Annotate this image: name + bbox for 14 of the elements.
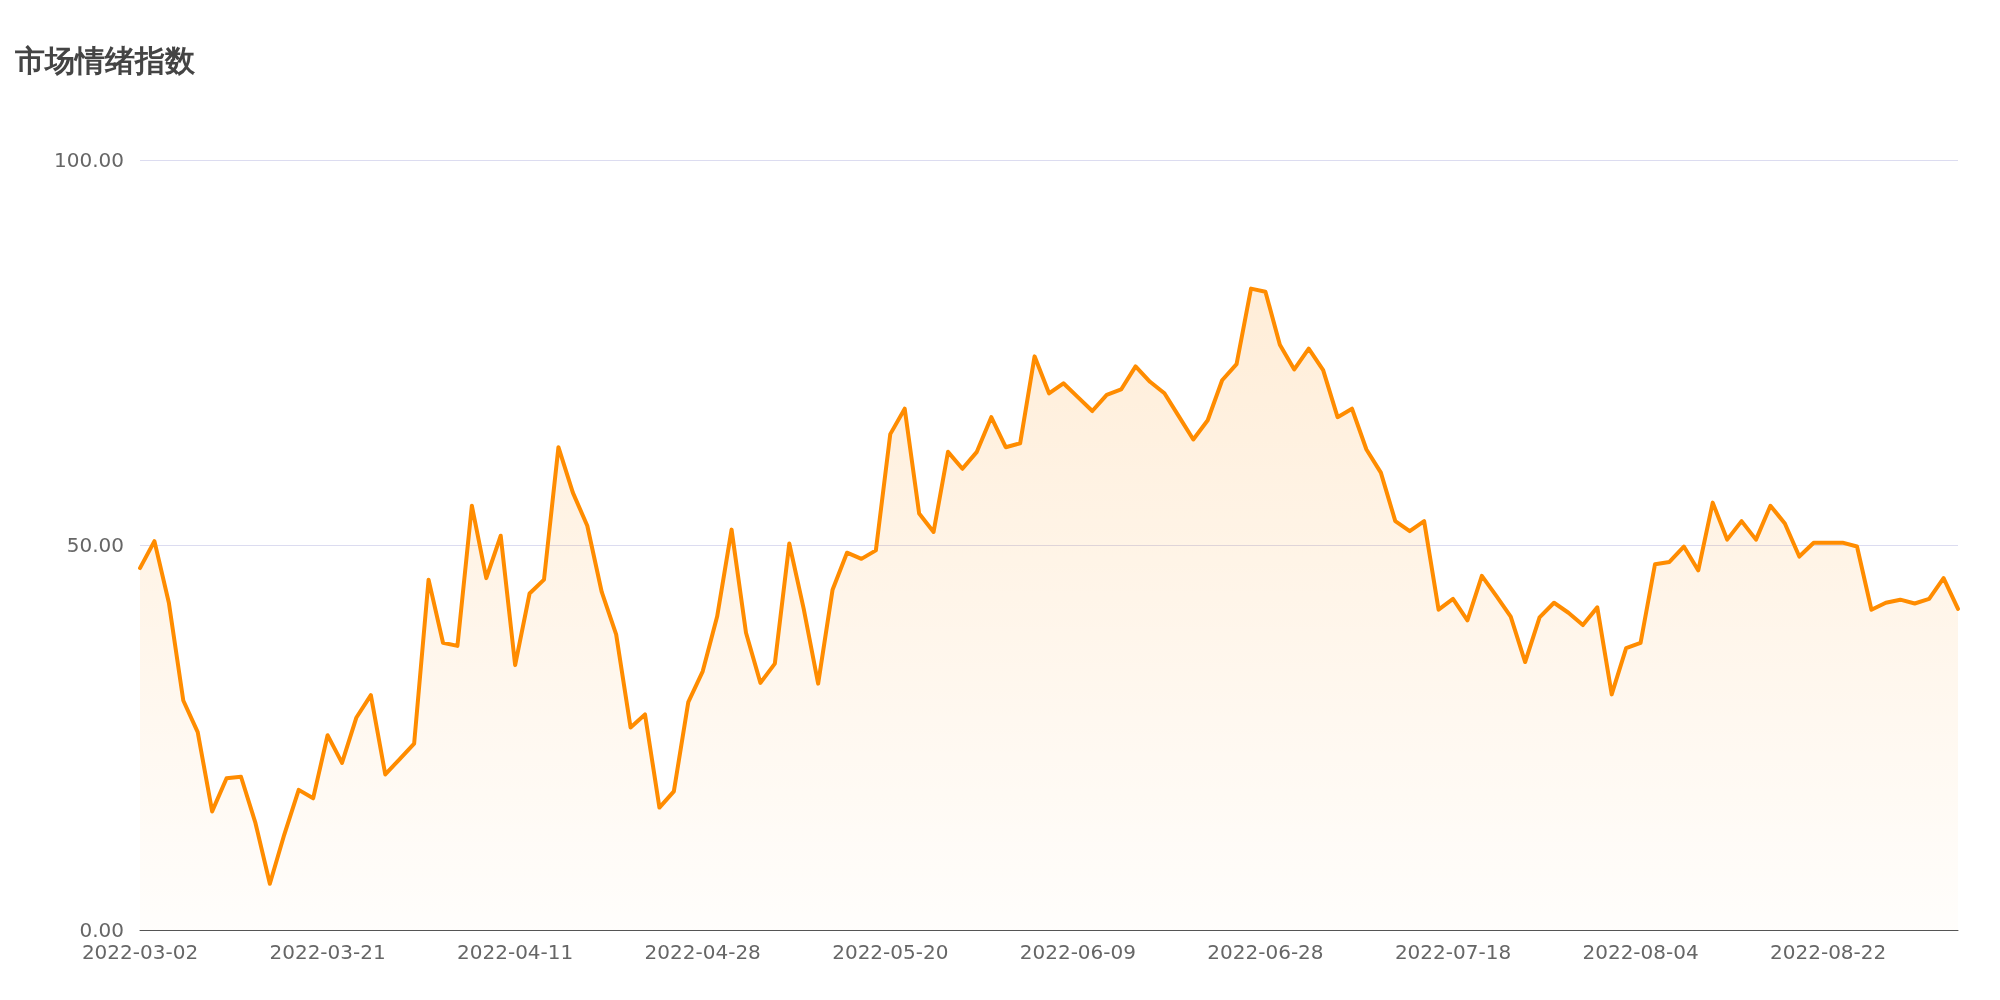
- x-tick-label: 2022-04-11: [457, 940, 574, 964]
- x-tick-label: 2022-07-18: [1394, 940, 1512, 964]
- x-tick-label: 2022-06-28: [1207, 940, 1324, 964]
- x-tick-label: 2022-08-22: [1770, 940, 1887, 964]
- chart-title: 市场情绪指数: [14, 42, 196, 78]
- x-tick-label: 2022-03-02: [81, 940, 199, 964]
- y-tick-label: 0.00: [79, 918, 124, 942]
- x-tick-label: 2022-04-28: [644, 940, 761, 964]
- x-tick-label: 2022-05-20: [832, 940, 949, 964]
- x-tick-label: 2022-06-09: [1019, 940, 1136, 964]
- y-tick-label: 100.00: [54, 148, 124, 172]
- x-tick-label: 2022-03-21: [269, 940, 386, 964]
- x-tick-label: 2022-08-04: [1582, 940, 1699, 964]
- y-tick-label: 50.00: [66, 533, 124, 557]
